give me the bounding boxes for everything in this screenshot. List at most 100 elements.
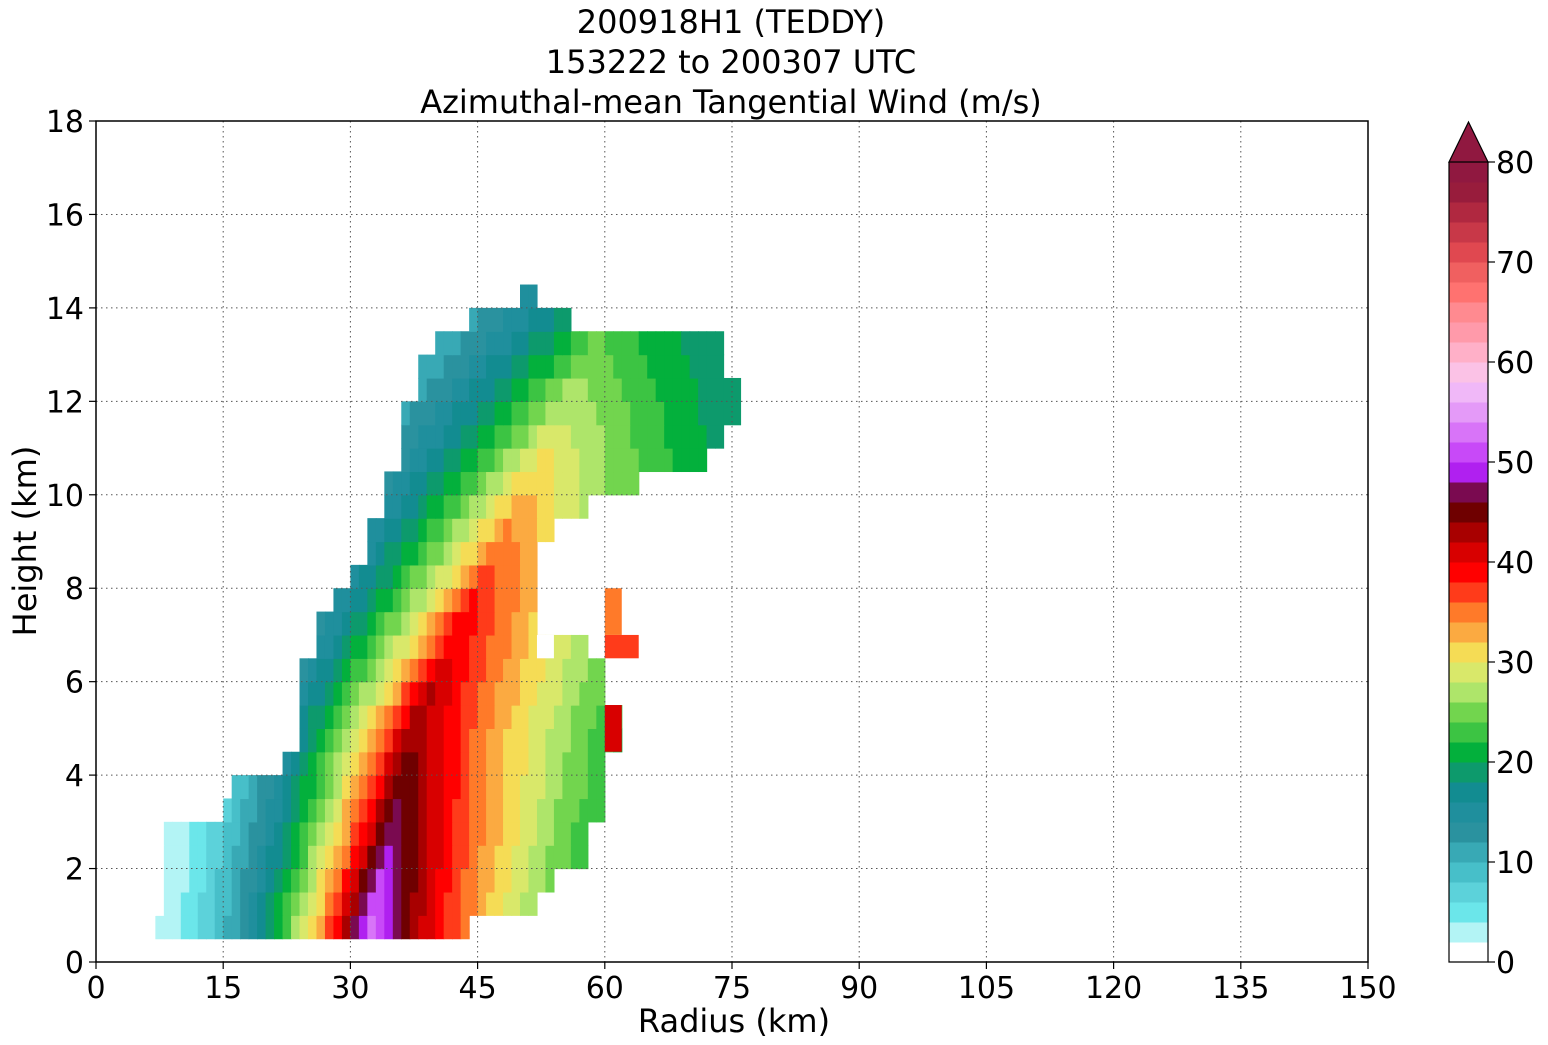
contour-cell (681, 354, 691, 379)
contour-cell (511, 377, 521, 402)
contour-cell (494, 611, 504, 636)
contour-cell (664, 377, 674, 402)
contour-cell (443, 611, 453, 636)
contour-cell (138, 868, 148, 893)
contour-cell (375, 705, 385, 729)
contour-cell (409, 868, 419, 893)
x-tick-label: 75 (713, 971, 751, 1006)
contour-cell (418, 868, 428, 893)
contour-cell (138, 891, 148, 916)
contour-cell (316, 798, 326, 823)
colorbar-extend-arrow (1448, 120, 1489, 163)
contour-cell (579, 845, 589, 870)
contour-cell (689, 377, 699, 402)
contour-cell (604, 377, 614, 402)
contour-cell (494, 541, 504, 566)
contour-cell (477, 494, 487, 519)
contour-cell (324, 915, 335, 940)
contour-cell (172, 868, 182, 893)
contour-cell (324, 821, 335, 846)
colorbar-tick-label: 20 (1496, 746, 1534, 781)
contour-cell (214, 891, 224, 916)
contour-cell (452, 915, 462, 940)
contour-cell (435, 541, 445, 566)
contour-cell (579, 424, 589, 449)
contour-cell (570, 751, 580, 776)
contour-cell (223, 821, 233, 846)
contour-cell (265, 868, 275, 893)
contour-cell (384, 494, 394, 519)
contour-cell (299, 915, 309, 940)
contour-cell (392, 611, 402, 636)
contour-cell (579, 681, 589, 706)
contour-cell (214, 868, 224, 893)
contour-cell (282, 775, 292, 800)
contour-cell (358, 751, 368, 776)
contour-cell (452, 331, 462, 356)
contour-cell (112, 868, 123, 893)
contour-cell (358, 634, 368, 659)
contour-cell (409, 518, 419, 543)
contour-cell (579, 751, 589, 776)
contour-cell (486, 611, 496, 636)
contour-cell (604, 401, 614, 426)
contour-cell (536, 681, 547, 706)
contour-cell (545, 775, 555, 800)
contour-cell (316, 775, 326, 800)
colorbar-swatch (1449, 602, 1488, 623)
contour-cell (316, 868, 326, 893)
contour-cell (630, 448, 640, 473)
contour-cell (613, 448, 623, 473)
contour-cell (503, 494, 513, 519)
contour-cell (570, 634, 580, 659)
contour-cell (672, 354, 682, 379)
contour-cell (172, 845, 182, 870)
contour-cell (324, 845, 335, 870)
contour-cell (443, 494, 453, 519)
contour-cell (426, 868, 436, 893)
contour-cell (409, 728, 419, 753)
contour-cell (274, 915, 284, 940)
contour-cell (350, 705, 360, 729)
contour-cell (418, 494, 428, 519)
contour-cell (528, 448, 538, 473)
contour-cell (401, 588, 411, 613)
contour-cell (409, 401, 419, 426)
contour-cell (426, 658, 436, 683)
contour-cell (452, 798, 462, 823)
contour-cell (435, 471, 445, 496)
contour-cell (316, 681, 326, 706)
contour-cell (452, 564, 462, 589)
contour-cell (435, 377, 445, 402)
contour-cell (469, 588, 479, 613)
contour-cell (460, 845, 470, 870)
contour-cell (265, 915, 275, 940)
contour-cell (587, 471, 597, 496)
contour-cell (282, 868, 292, 893)
contour-cell (231, 891, 241, 916)
contour-cell (681, 377, 691, 402)
contour-cell (418, 377, 428, 402)
contour-cell (443, 448, 453, 473)
contour-cell (477, 891, 487, 916)
contour-cell (486, 471, 496, 496)
contour-cell (579, 634, 589, 659)
contour-cell (503, 681, 513, 706)
contour-cell (503, 541, 513, 566)
contour-cell (503, 377, 513, 402)
contour-cell (443, 775, 453, 800)
contour-cell (562, 751, 572, 776)
contour-cell (392, 728, 402, 753)
contour-cell (494, 588, 504, 613)
colorbar-swatch (1449, 362, 1488, 383)
contour-cell (299, 681, 309, 706)
contour-cell (536, 821, 547, 846)
contour-cell (358, 564, 368, 589)
contour-cell (418, 634, 428, 659)
contour-cell (443, 915, 453, 940)
y-tick-label: 8 (65, 572, 84, 607)
contour-cell (180, 845, 190, 870)
contour-cell (536, 798, 547, 823)
contour-cell (341, 798, 351, 823)
contour-cell (570, 775, 580, 800)
